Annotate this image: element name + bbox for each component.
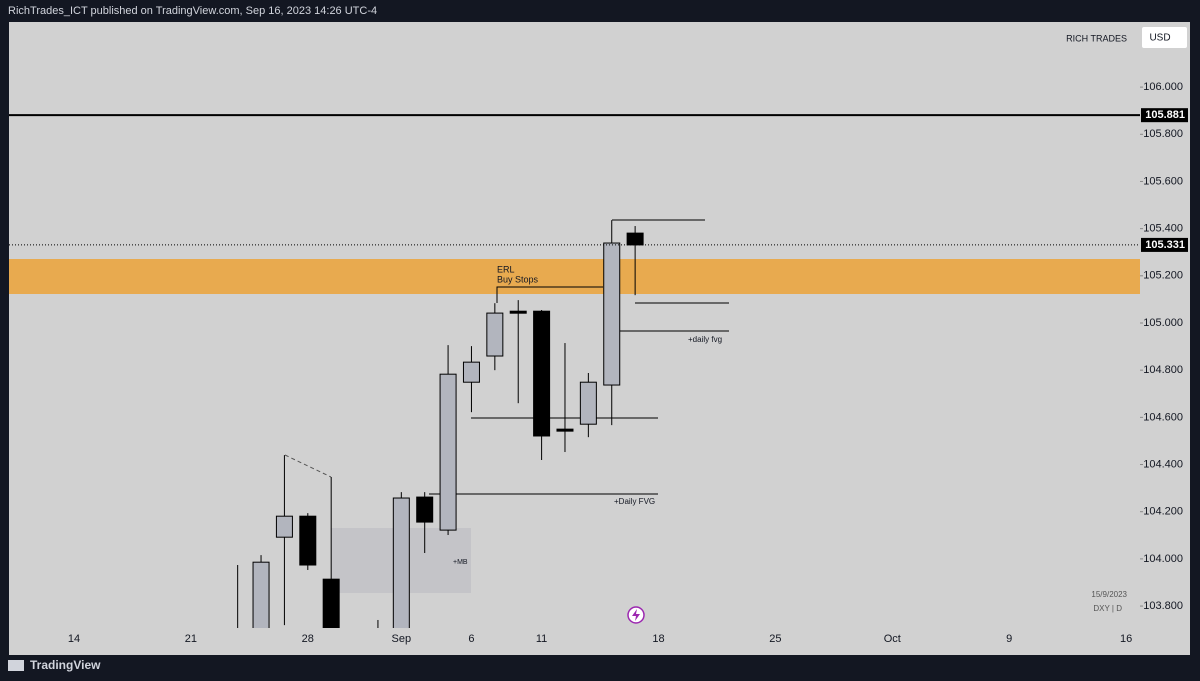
candle-body	[486, 312, 504, 357]
x-tick-label: 9	[1006, 633, 1012, 645]
candle-body	[299, 515, 317, 566]
price-label: 105.881	[1145, 109, 1185, 121]
candle-body	[626, 232, 644, 246]
y-tick-label: 106.000	[1143, 81, 1183, 93]
candle-body	[579, 381, 597, 425]
plot-area	[9, 114, 1140, 628]
y-tick-label: 105.600	[1143, 175, 1183, 187]
x-tick-label: 25	[769, 633, 781, 645]
x-tick-label: 14	[68, 633, 80, 645]
annotation: +daily fvg	[688, 335, 722, 344]
candle-body	[509, 310, 527, 314]
x-tick-label: 16	[1120, 633, 1132, 645]
y-tick-label: 104.800	[1143, 364, 1183, 376]
y-tick-label: 105.200	[1143, 270, 1183, 282]
candle-body	[462, 361, 480, 383]
x-tick-label: 11	[536, 633, 547, 645]
x-tick-label: 21	[185, 633, 197, 645]
y-tick-label: 104.200	[1143, 506, 1183, 518]
symbol: DXY | D	[1093, 604, 1122, 613]
header-title: RichTrades_ICT published on TradingView.…	[8, 5, 377, 17]
candle-body	[439, 373, 457, 531]
candle-body	[392, 497, 410, 628]
x-tick-label: Sep	[392, 633, 412, 645]
candle-body	[603, 242, 621, 386]
y-tick-label: 104.600	[1143, 411, 1183, 423]
annotation: ERL	[497, 264, 515, 274]
logo	[8, 660, 24, 671]
x-tick-label: 28	[302, 633, 314, 645]
y-tick-label: 104.400	[1143, 458, 1183, 470]
price-label-box	[1141, 108, 1188, 123]
y-tick-label: 105.000	[1143, 317, 1183, 329]
lightning-glyph	[632, 609, 640, 621]
currency-box[interactable]	[1142, 27, 1187, 48]
candle-body	[275, 515, 293, 538]
last-price-label: 105.331	[1145, 239, 1185, 251]
annotation: +Daily FVG	[614, 497, 655, 506]
zone	[9, 259, 1140, 294]
x-tick-label: 18	[652, 633, 664, 645]
x-tick-label: 6	[468, 633, 474, 645]
annotation: Buy Stops	[497, 274, 539, 284]
chart-background	[9, 22, 1190, 655]
y-tick-label: 103.800	[1143, 600, 1183, 612]
y-tick-label: 105.400	[1143, 223, 1183, 235]
candle-body	[252, 561, 270, 628]
candle-body	[416, 496, 434, 523]
x-tick-label: Oct	[884, 633, 901, 645]
date-stamp: 15/9/2023	[1091, 590, 1127, 599]
footer-brand: TradingView	[30, 658, 101, 672]
y-tick-label: 104.000	[1143, 553, 1183, 565]
annotation: +MB	[453, 559, 468, 566]
dashed-line	[284, 454, 332, 478]
y-tick-label: 105.800	[1143, 128, 1183, 140]
candle-body	[533, 310, 551, 437]
candle-body	[556, 428, 574, 432]
erl-line	[496, 286, 603, 303]
candle-body	[322, 578, 340, 628]
brand: RICH TRADES	[1066, 33, 1127, 43]
last-price-box	[1141, 237, 1188, 252]
currency[interactable]: USD	[1149, 33, 1170, 44]
